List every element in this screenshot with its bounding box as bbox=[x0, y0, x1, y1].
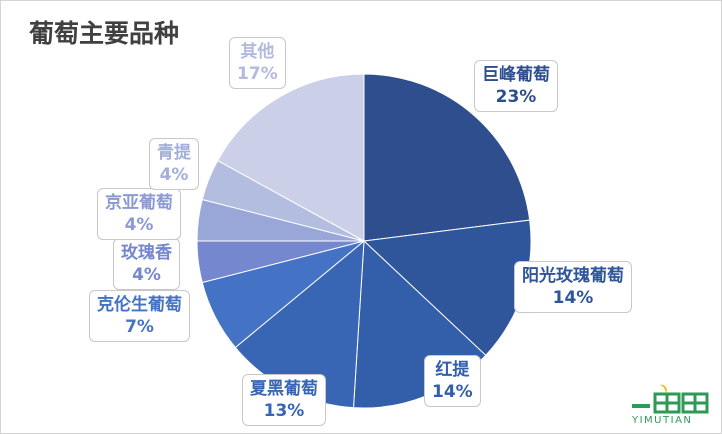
slice-label-0: 巨峰葡萄 23% bbox=[474, 60, 558, 112]
slice-label-3: 夏黑葡萄 13% bbox=[242, 374, 326, 426]
pie-slice-8 bbox=[216, 73, 365, 242]
yimutian-logo-icon bbox=[632, 384, 709, 414]
slice-label-name: 红提 bbox=[435, 360, 470, 380]
slice-label-7: 青提 4% bbox=[149, 138, 199, 190]
slice-label-value: 14% bbox=[432, 382, 473, 402]
slice-label-6: 京亚葡萄 4% bbox=[97, 188, 181, 240]
slice-label-value: 4% bbox=[159, 165, 189, 185]
slice-label-value: 13% bbox=[263, 401, 305, 421]
slice-label-1: 阳光玫瑰葡萄 14% bbox=[514, 261, 632, 313]
slice-label-value: 17% bbox=[237, 64, 278, 84]
slice-label-5: 玫瑰香 4% bbox=[113, 238, 180, 290]
slice-label-value: 4% bbox=[124, 215, 154, 235]
slice-label-name: 克伦生葡萄 bbox=[97, 295, 182, 315]
slice-label-value: 4% bbox=[132, 265, 161, 285]
pie-slice-0 bbox=[363, 73, 531, 242]
slice-label-name: 京亚葡萄 bbox=[105, 193, 173, 213]
slice-label-name: 青提 bbox=[157, 143, 191, 163]
slice-label-value: 14% bbox=[552, 288, 594, 308]
slice-label-4: 克伦生葡萄 7% bbox=[89, 290, 190, 342]
slice-label-8: 其他 17% bbox=[229, 37, 286, 89]
slice-label-name: 玫瑰香 bbox=[121, 243, 172, 263]
slice-label-name: 其他 bbox=[240, 42, 275, 62]
slice-label-2: 红提 14% bbox=[424, 355, 481, 407]
logo-text: YIMUTIAN bbox=[632, 415, 693, 426]
slice-label-name: 夏黑葡萄 bbox=[250, 379, 318, 399]
chart-title: 葡萄主要品种 bbox=[29, 19, 180, 48]
slice-label-name: 阳光玫瑰葡萄 bbox=[522, 266, 624, 286]
slice-label-value: 23% bbox=[495, 87, 537, 107]
slice-label-name: 巨峰葡萄 bbox=[482, 65, 550, 85]
slice-label-value: 7% bbox=[125, 317, 154, 337]
